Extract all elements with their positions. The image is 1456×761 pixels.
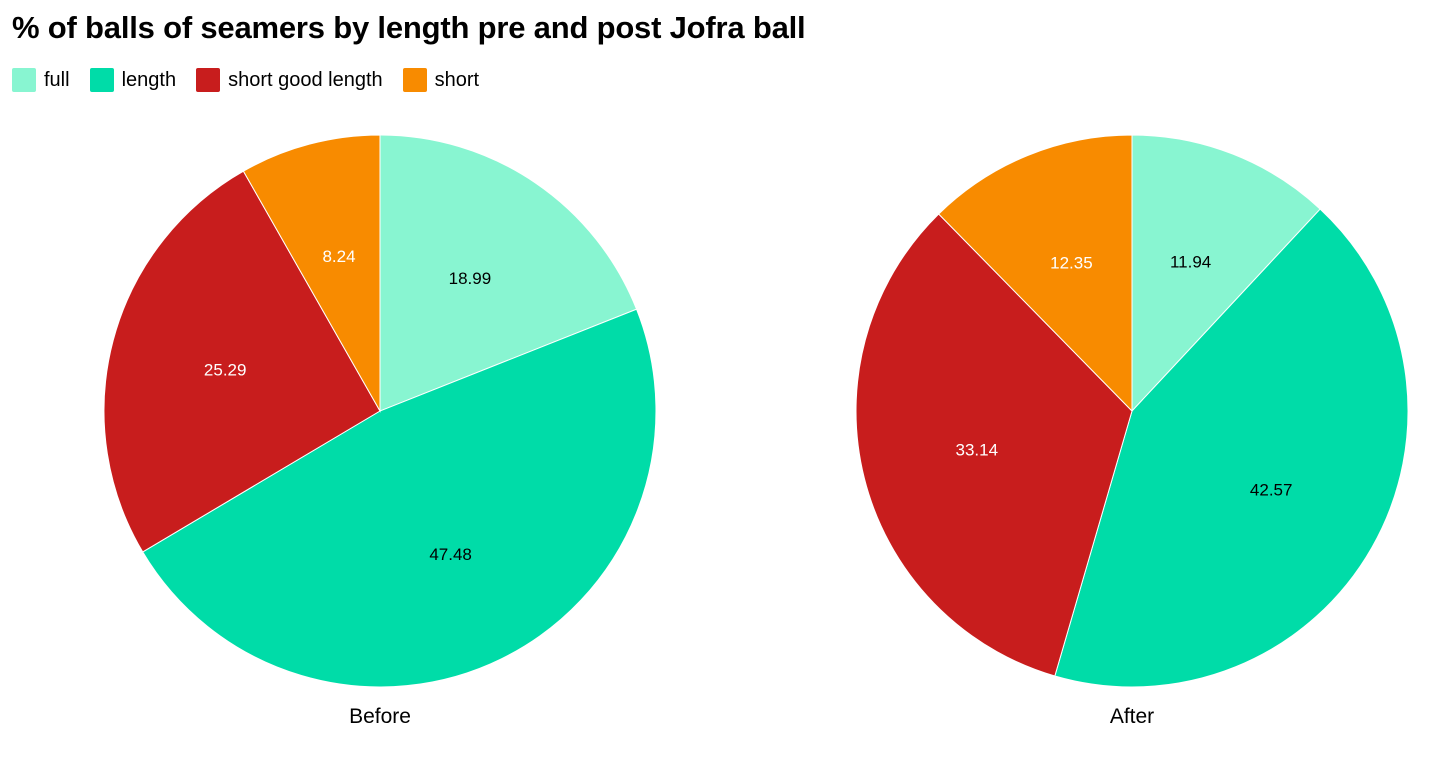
legend-swatch-full (12, 68, 36, 92)
legend-item-short: short (402, 68, 480, 92)
legend-label-short-good-length: short good length (228, 68, 383, 91)
slice-label-after-short: 12.35 (1050, 253, 1093, 272)
pie-slice-before-short-good-length (103, 170, 381, 553)
legend-swatch-length (89, 68, 114, 92)
pie-slice-after-full (1131, 134, 1321, 413)
legend-item-length: length (89, 68, 177, 92)
legend-item-full: full (12, 68, 70, 92)
slice-label-after-full: 11.94 (1170, 253, 1211, 272)
legend-swatch-short (402, 68, 427, 92)
pie-caption-after: After (1110, 705, 1154, 728)
pie-slice-before-full (379, 134, 638, 412)
chart-title: % of balls of seamers by length pre and … (12, 10, 806, 45)
pie-slice-after-length (1054, 208, 1409, 688)
pie-slice-before-short (242, 134, 381, 413)
slice-label-before-short-good-length: 25.29 (204, 361, 247, 380)
pie-slice-after-short (937, 134, 1133, 413)
slice-label-after-length: 42.57 (1250, 481, 1293, 500)
pie-slice-before-length (142, 308, 657, 688)
legend-swatch-short-good-length (196, 68, 221, 92)
legend-item-short-good-length: short good length (196, 68, 383, 92)
legend-label-short: short (434, 68, 480, 91)
legend-label-length: length (121, 68, 177, 91)
pie-before: 18.99 47.48 25.29 8.24 Before (103, 134, 657, 728)
slice-label-before-length: 47.48 (429, 545, 472, 564)
legend: full length short good length short (12, 66, 499, 94)
legend-label-full: full (44, 68, 70, 91)
slice-label-after-short-good-length: 33.14 (956, 441, 999, 460)
slice-label-before-full: 18.99 (449, 269, 492, 288)
pie-caption-before: Before (349, 705, 411, 728)
slice-label-before-short: 8.24 (322, 247, 355, 266)
pie-slice-after-short-good-length (855, 213, 1133, 677)
pie-after: 11.94 42.57 33.14 12.35 After (855, 134, 1409, 728)
